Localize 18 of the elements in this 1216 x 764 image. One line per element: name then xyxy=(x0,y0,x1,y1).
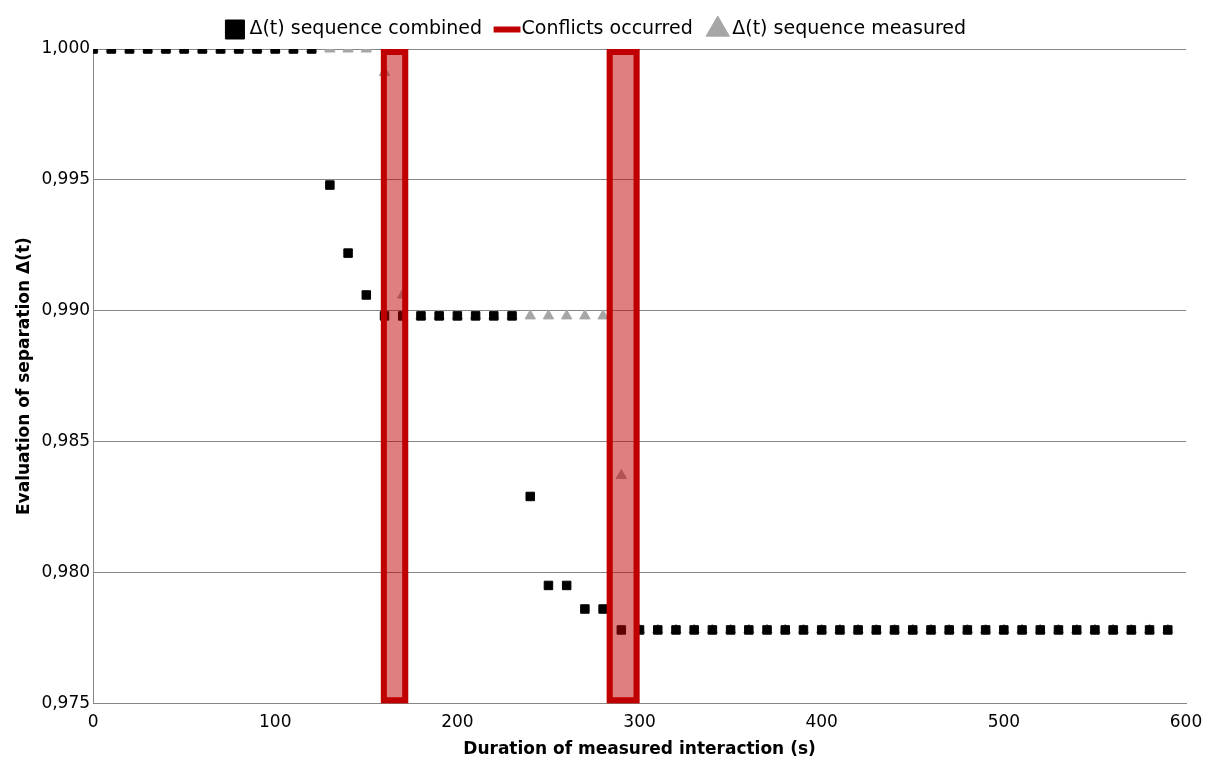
y-tick-label: 0,985 xyxy=(41,429,91,450)
x-axis-title: Duration of measured interaction (s) xyxy=(463,738,816,759)
x-tick-label: 200 xyxy=(441,710,474,731)
y-axis-title: Evaluation of separation Δ(t) xyxy=(12,237,33,516)
x-tick-label: 600 xyxy=(1169,710,1203,731)
legend-label: Δ(t) sequence measured xyxy=(732,16,967,39)
x-tick-label: 300 xyxy=(623,710,656,731)
x-tick-label: 100 xyxy=(259,710,292,731)
y-tick-label: 0,975 xyxy=(41,691,91,712)
y-tick-label: 0,990 xyxy=(41,299,91,320)
x-tick-label: 0 xyxy=(87,710,99,731)
legend-label: Δ(t) sequence combined xyxy=(249,16,483,39)
y-tick-label: 0,995 xyxy=(41,168,91,189)
y-tick-label: 0,980 xyxy=(41,560,91,581)
x-tick-label: 400 xyxy=(805,710,838,731)
legend-label: Conflicts occurred xyxy=(521,16,693,39)
x-tick-label: 500 xyxy=(987,710,1021,731)
y-tick-label: 1,000 xyxy=(41,37,91,58)
